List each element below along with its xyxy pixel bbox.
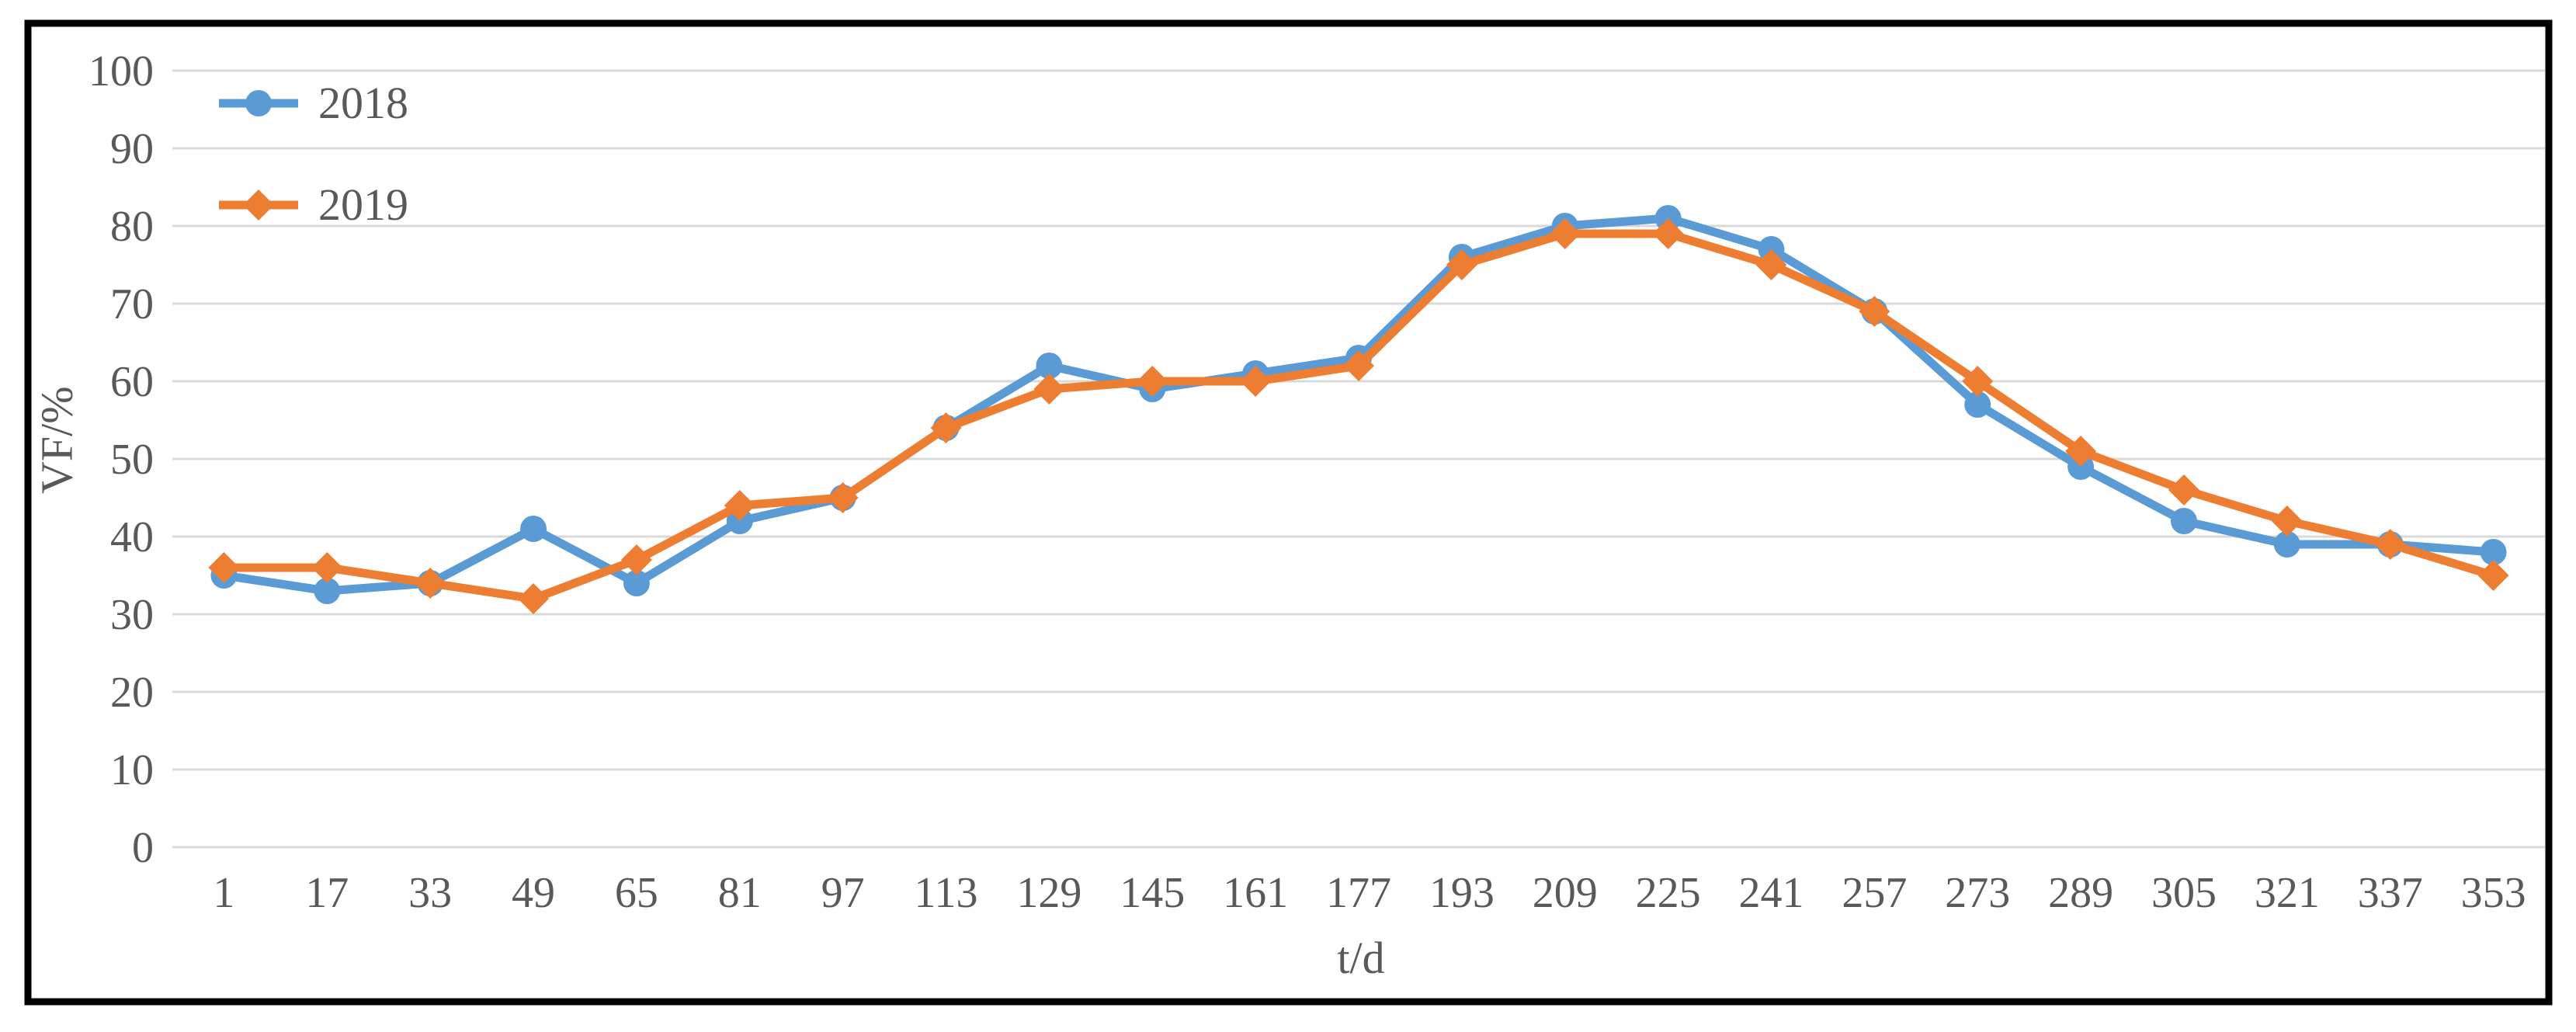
x-tick-label: 273	[1945, 869, 2010, 917]
x-axis-title: t/d	[1337, 933, 1385, 983]
legend-marker-2018-line-circle-icon	[219, 90, 298, 116]
series-2019-marker	[724, 490, 755, 521]
series-2019-marker	[2168, 474, 2199, 506]
series-2019-marker	[930, 412, 962, 443]
y-axis-title: VF/%	[31, 386, 82, 494]
legend: 2018 2019	[216, 68, 408, 272]
y-tick-labels: 0 10 20 30 40 50 60 70 80 90 100	[89, 47, 154, 872]
y-tick-label: 20	[110, 669, 154, 717]
x-tick-label: 129	[1016, 869, 1081, 917]
x-tick-label: 177	[1326, 869, 1391, 917]
series-2018-marker	[2273, 531, 2300, 558]
y-tick-label: 70	[110, 280, 154, 328]
x-tick-label: 97	[821, 869, 865, 917]
x-tick-label: 17	[305, 869, 349, 917]
x-tick-label: 193	[1429, 869, 1495, 917]
legend-marker-2019-line-diamond-icon	[219, 189, 298, 221]
series-2019-marker	[311, 552, 343, 583]
series-2019-marker	[415, 568, 446, 599]
legend-label-2019: 2019	[318, 179, 408, 230]
series-2018-marker	[2170, 508, 2197, 534]
y-tick-label: 50	[110, 436, 154, 484]
series-2019-marker	[518, 583, 550, 614]
x-tick-label: 113	[915, 869, 978, 917]
series-2018-marker	[623, 570, 650, 596]
x-tick-label: 353	[2461, 869, 2526, 917]
series-2019-marker	[1652, 218, 1684, 249]
series-2019-marker	[1549, 218, 1581, 249]
series-2019-marker	[2374, 529, 2406, 560]
x-tick-label: 305	[2151, 869, 2217, 917]
x-tick-label: 81	[718, 869, 762, 917]
y-tick-label: 30	[110, 591, 154, 639]
y-tick-label: 100	[89, 47, 154, 96]
x-tick-label: 33	[408, 869, 452, 917]
chart-frame	[24, 19, 2553, 1006]
series-2018-marker	[314, 578, 341, 604]
series-2019-marker	[2477, 560, 2509, 591]
series-2019-marker	[1859, 296, 1890, 327]
series-2019-marker	[1343, 350, 1374, 381]
x-tick-label: 321	[2255, 869, 2320, 917]
legend-item-2019: 2019	[216, 170, 408, 240]
series-2018-marker	[1964, 391, 1991, 418]
series-2019-marker	[2065, 436, 2097, 467]
series-2019-marker	[208, 552, 240, 583]
x-tick-label: 225	[1636, 869, 1701, 917]
series-2018-marker	[1036, 353, 1063, 379]
x-tick-label: 161	[1223, 869, 1288, 917]
series-2019-marker	[1137, 366, 1168, 397]
series-2019-marker	[1755, 249, 1787, 280]
series-2019-marker	[827, 482, 859, 513]
y-tick-label: 90	[110, 125, 154, 173]
series-2019-marker	[620, 544, 652, 575]
legend-label-2018: 2018	[318, 78, 408, 128]
x-tick-label: 1	[213, 869, 234, 917]
x-tick-label: 289	[2048, 869, 2113, 917]
x-tick-label: 241	[1738, 869, 1804, 917]
x-tick-labels: 1 17 33 49 65 81 97 113 129 145 161 177 193 209 225 241…	[213, 869, 2526, 917]
series-2019-marker	[1240, 366, 1272, 397]
x-tick-label: 49	[512, 869, 555, 917]
series-2019-marker	[1033, 374, 1065, 405]
series-2019-marker	[2271, 506, 2303, 537]
x-tick-label: 257	[1842, 869, 1907, 917]
x-tick-label: 145	[1120, 869, 1185, 917]
x-tick-label: 337	[2358, 869, 2423, 917]
y-tick-label: 60	[110, 358, 154, 406]
legend-item-2018: 2018	[216, 68, 408, 138]
y-tick-label: 0	[132, 824, 154, 872]
series-2019-marker	[1962, 366, 1994, 397]
series-2018-marker	[2480, 539, 2507, 565]
y-tick-label: 10	[110, 746, 154, 794]
gridlines	[172, 69, 2545, 849]
x-tick-label: 65	[615, 869, 658, 917]
x-tick-label: 209	[1533, 869, 1598, 917]
series-2019-marker	[1446, 249, 1477, 280]
y-tick-label: 80	[110, 203, 154, 251]
series-2019	[208, 218, 2509, 614]
series-2018-marker	[520, 516, 547, 542]
y-tick-label: 40	[110, 513, 154, 561]
